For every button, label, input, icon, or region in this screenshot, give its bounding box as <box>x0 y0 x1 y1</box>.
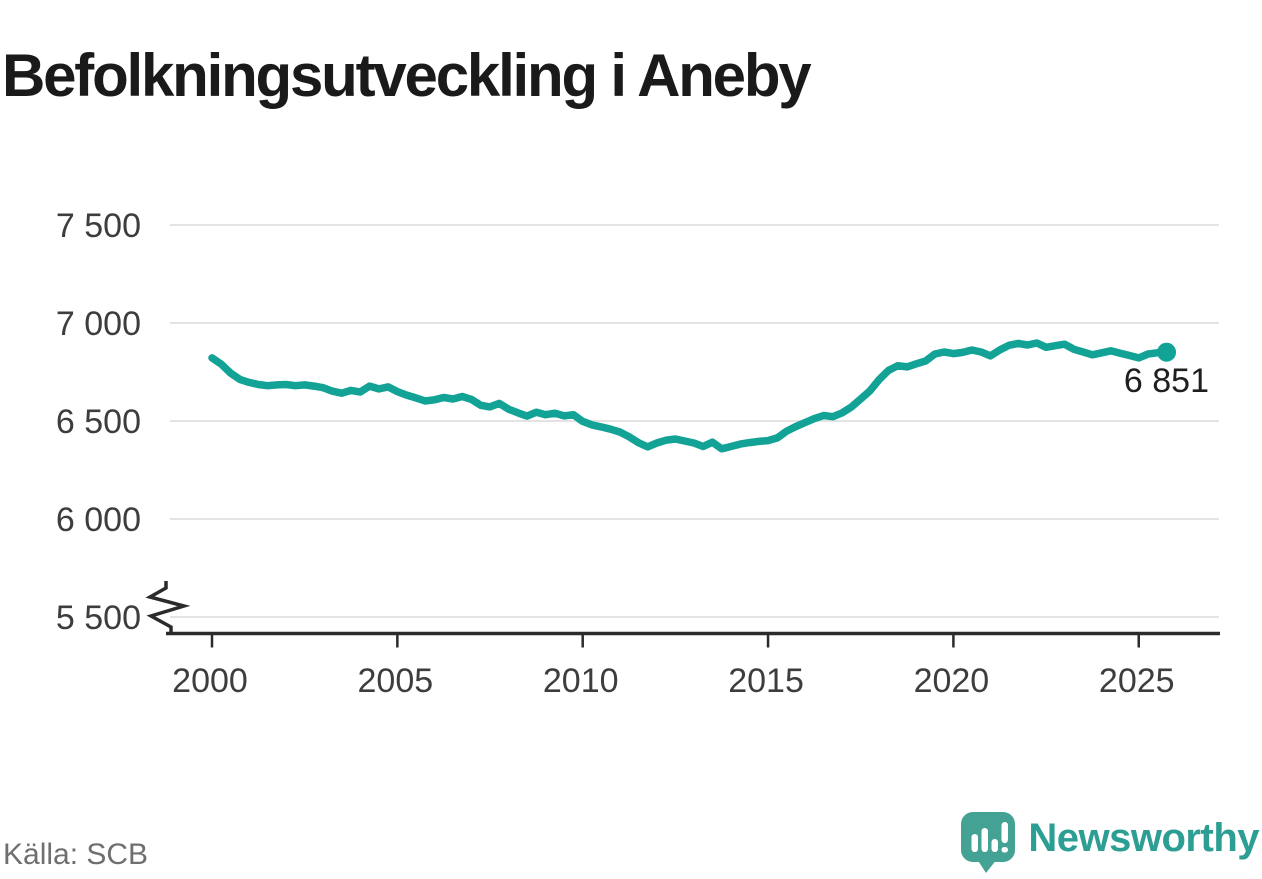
source-label: Källa: SCB <box>3 838 149 871</box>
y-axis-tick-label: 6 500 <box>56 403 141 441</box>
latest-value-label: 6 851 <box>1123 362 1209 400</box>
x-axis-tick-label: 2005 <box>358 662 434 700</box>
y-axis-tick-label: 7 500 <box>56 207 141 245</box>
y-axis-tick-label: 5 500 <box>56 599 141 637</box>
y-axis-tick-label: 7 000 <box>56 305 141 343</box>
x-axis-tick-label: 2015 <box>728 662 804 700</box>
end-point-marker <box>1157 342 1177 362</box>
x-axis-tick-label: 2000 <box>172 662 248 700</box>
x-axis-tick-label: 2010 <box>543 662 619 700</box>
y-axis-break-icon <box>145 581 191 634</box>
population-line-series <box>208 339 1171 453</box>
newsworthy-brand: Newsworthy <box>961 812 1259 874</box>
chart-title: Befolkningsutveckling i Aneby <box>2 42 812 110</box>
x-axis-tick-label: 2025 <box>1099 662 1175 700</box>
newsworthy-logo-icon <box>961 812 1016 873</box>
y-axis-tick-label: 6 000 <box>56 501 141 539</box>
newsworthy-wordmark: Newsworthy <box>1028 816 1259 860</box>
x-axis-tick-label: 2020 <box>914 662 990 700</box>
